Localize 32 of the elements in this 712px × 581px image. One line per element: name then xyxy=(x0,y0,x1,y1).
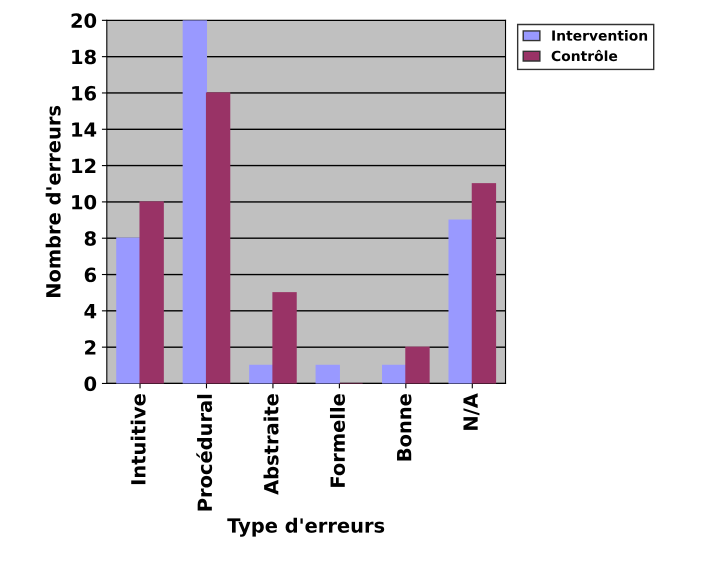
bar xyxy=(139,201,164,384)
x-tick-label: Abstraite xyxy=(264,394,279,495)
bar xyxy=(249,364,274,384)
x-tick-label: Formelle xyxy=(330,394,346,487)
x-tick-label: Procédural xyxy=(196,394,212,510)
x-axis-title: Type d'erreurs xyxy=(227,518,384,537)
y-tick-label: 20 xyxy=(72,13,96,28)
bar xyxy=(405,346,430,384)
x-tick-label: N/A xyxy=(463,393,480,430)
legend-label: Intervention xyxy=(552,30,648,41)
x-tick-label: Bonne xyxy=(397,394,412,460)
bar xyxy=(472,183,496,384)
y-tick-label: 4 xyxy=(84,304,96,318)
bar xyxy=(382,364,406,384)
bar xyxy=(182,20,208,384)
y-tick-label: 10 xyxy=(72,194,96,210)
x-tick-label: Intuitive xyxy=(130,394,146,484)
y-axis-title: Nombre d'erreurs xyxy=(46,106,61,298)
legend-label: Contrôle xyxy=(552,50,618,62)
bar xyxy=(272,292,297,384)
bar xyxy=(316,364,340,384)
y-tick-label: 0 xyxy=(84,376,96,392)
y-tick-label: 14 xyxy=(72,122,96,137)
y-tick-label: 6 xyxy=(84,267,96,282)
bar xyxy=(448,220,473,384)
y-tick-label: 2 xyxy=(85,340,96,355)
y-tick-label: 8 xyxy=(84,231,96,246)
y-tick-label: 18 xyxy=(72,50,96,64)
bar xyxy=(116,238,141,384)
y-tick-label: 16 xyxy=(72,86,96,101)
y-tick-label: 12 xyxy=(72,158,96,173)
bar xyxy=(206,92,230,384)
